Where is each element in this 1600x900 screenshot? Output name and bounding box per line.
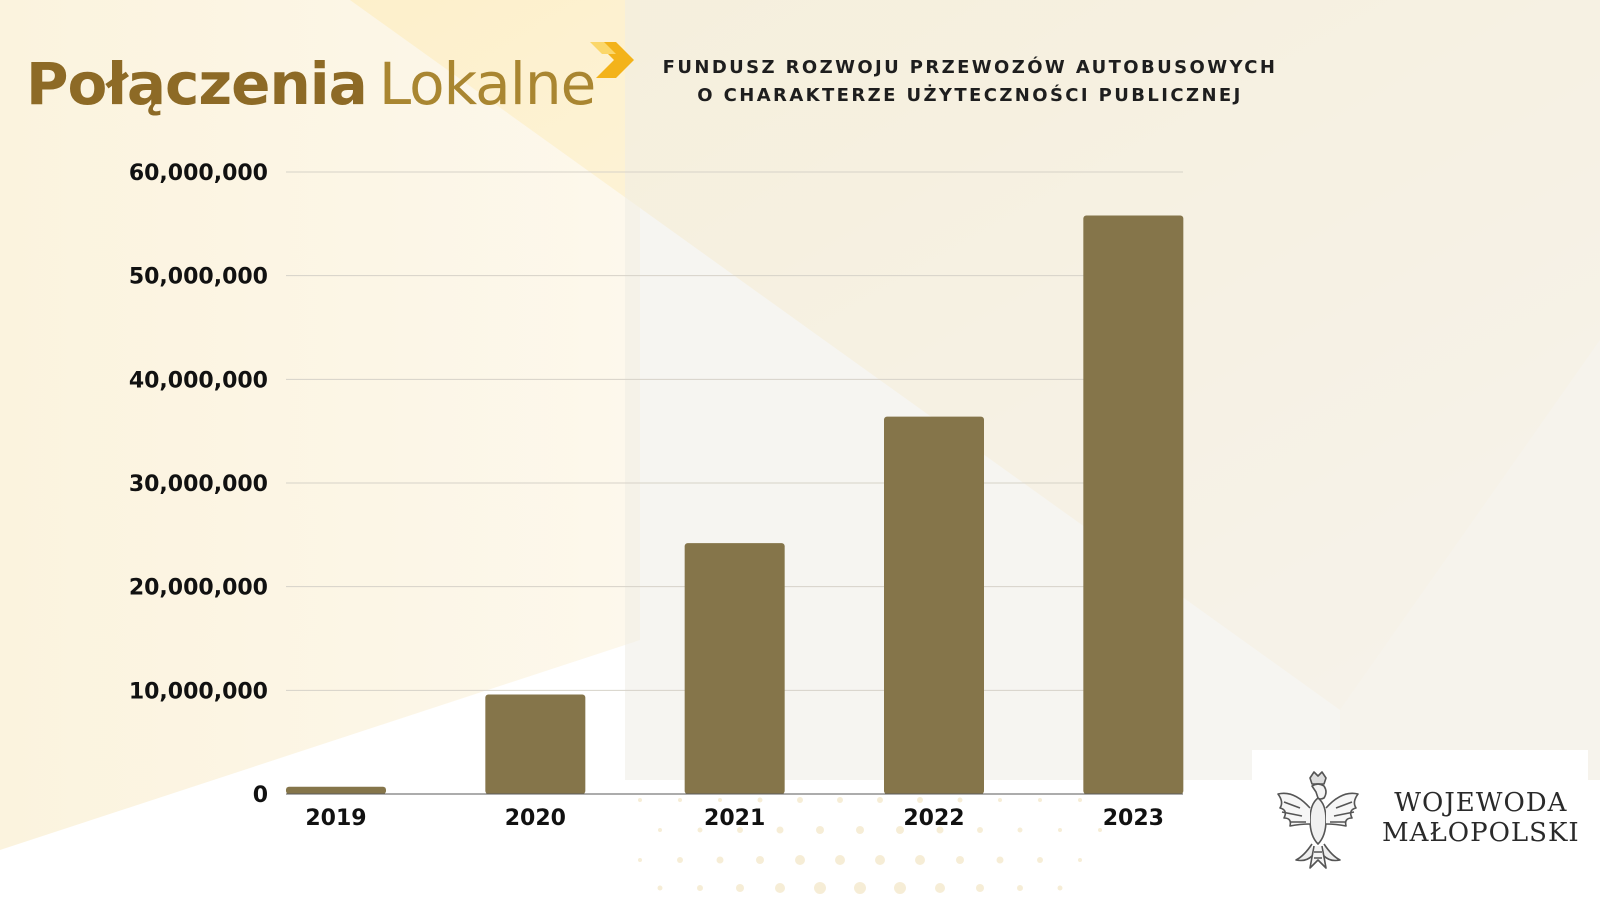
bar-2022 — [884, 416, 984, 794]
x-tick-label: 2019 — [305, 806, 366, 831]
brand-name-bold: Połączenia — [26, 50, 368, 118]
logo-line-1: WOJEWODA — [1394, 788, 1568, 818]
brand-arrow-icon — [590, 42, 634, 78]
chart-bars — [286, 215, 1184, 795]
brand-name-light: Lokalne — [378, 50, 596, 118]
voivode-logo: WOJEWODA MAŁOPOLSKI — [1252, 750, 1588, 892]
y-tick-label: 50,000,000 — [129, 265, 268, 290]
bar-2021 — [684, 543, 785, 794]
y-tick-label: 30,000,000 — [129, 472, 268, 497]
heading-line-1: FUNDUSZ ROZWOJU PRZEWOZÓW AUTOBUSOWYCH — [662, 57, 1278, 78]
x-tick-label: 2021 — [704, 806, 765, 831]
bar-2019 — [286, 786, 386, 794]
y-tick-label: 0 — [253, 783, 268, 808]
logo-line-2: MAŁOPOLSKI — [1382, 818, 1580, 848]
chart-heading: FUNDUSZ ROZWOJU PRZEWOZÓW AUTOBUSOWYCH O… — [640, 54, 1300, 110]
y-tick-label: 20,000,000 — [129, 576, 268, 601]
y-tick-label: 60,000,000 — [129, 161, 268, 186]
x-tick-label: 2023 — [1103, 806, 1164, 831]
voivode-logo-text: WOJEWODA MAŁOPOLSKI — [1382, 788, 1580, 848]
y-tick-label: 10,000,000 — [129, 679, 268, 704]
y-axis-ticks: 0 10,000,000 20,000,000 30,000,000 40,000,00… — [129, 161, 268, 808]
bar-2020 — [485, 694, 586, 794]
heading-line-2: O CHARAKTERZE UŻYTECZNOŚCI PUBLICZNEJ — [697, 85, 1243, 106]
bar-2023 — [1083, 215, 1184, 795]
y-tick-label: 40,000,000 — [129, 368, 268, 393]
x-tick-label: 2020 — [505, 806, 566, 831]
white-eagle-emblem-icon — [1277, 771, 1359, 869]
brand-logo: Połączenia Lokalne — [26, 50, 596, 126]
x-axis-ticks: 2019 2020 2021 2022 2023 — [305, 806, 1164, 831]
x-tick-label: 2022 — [903, 806, 964, 831]
